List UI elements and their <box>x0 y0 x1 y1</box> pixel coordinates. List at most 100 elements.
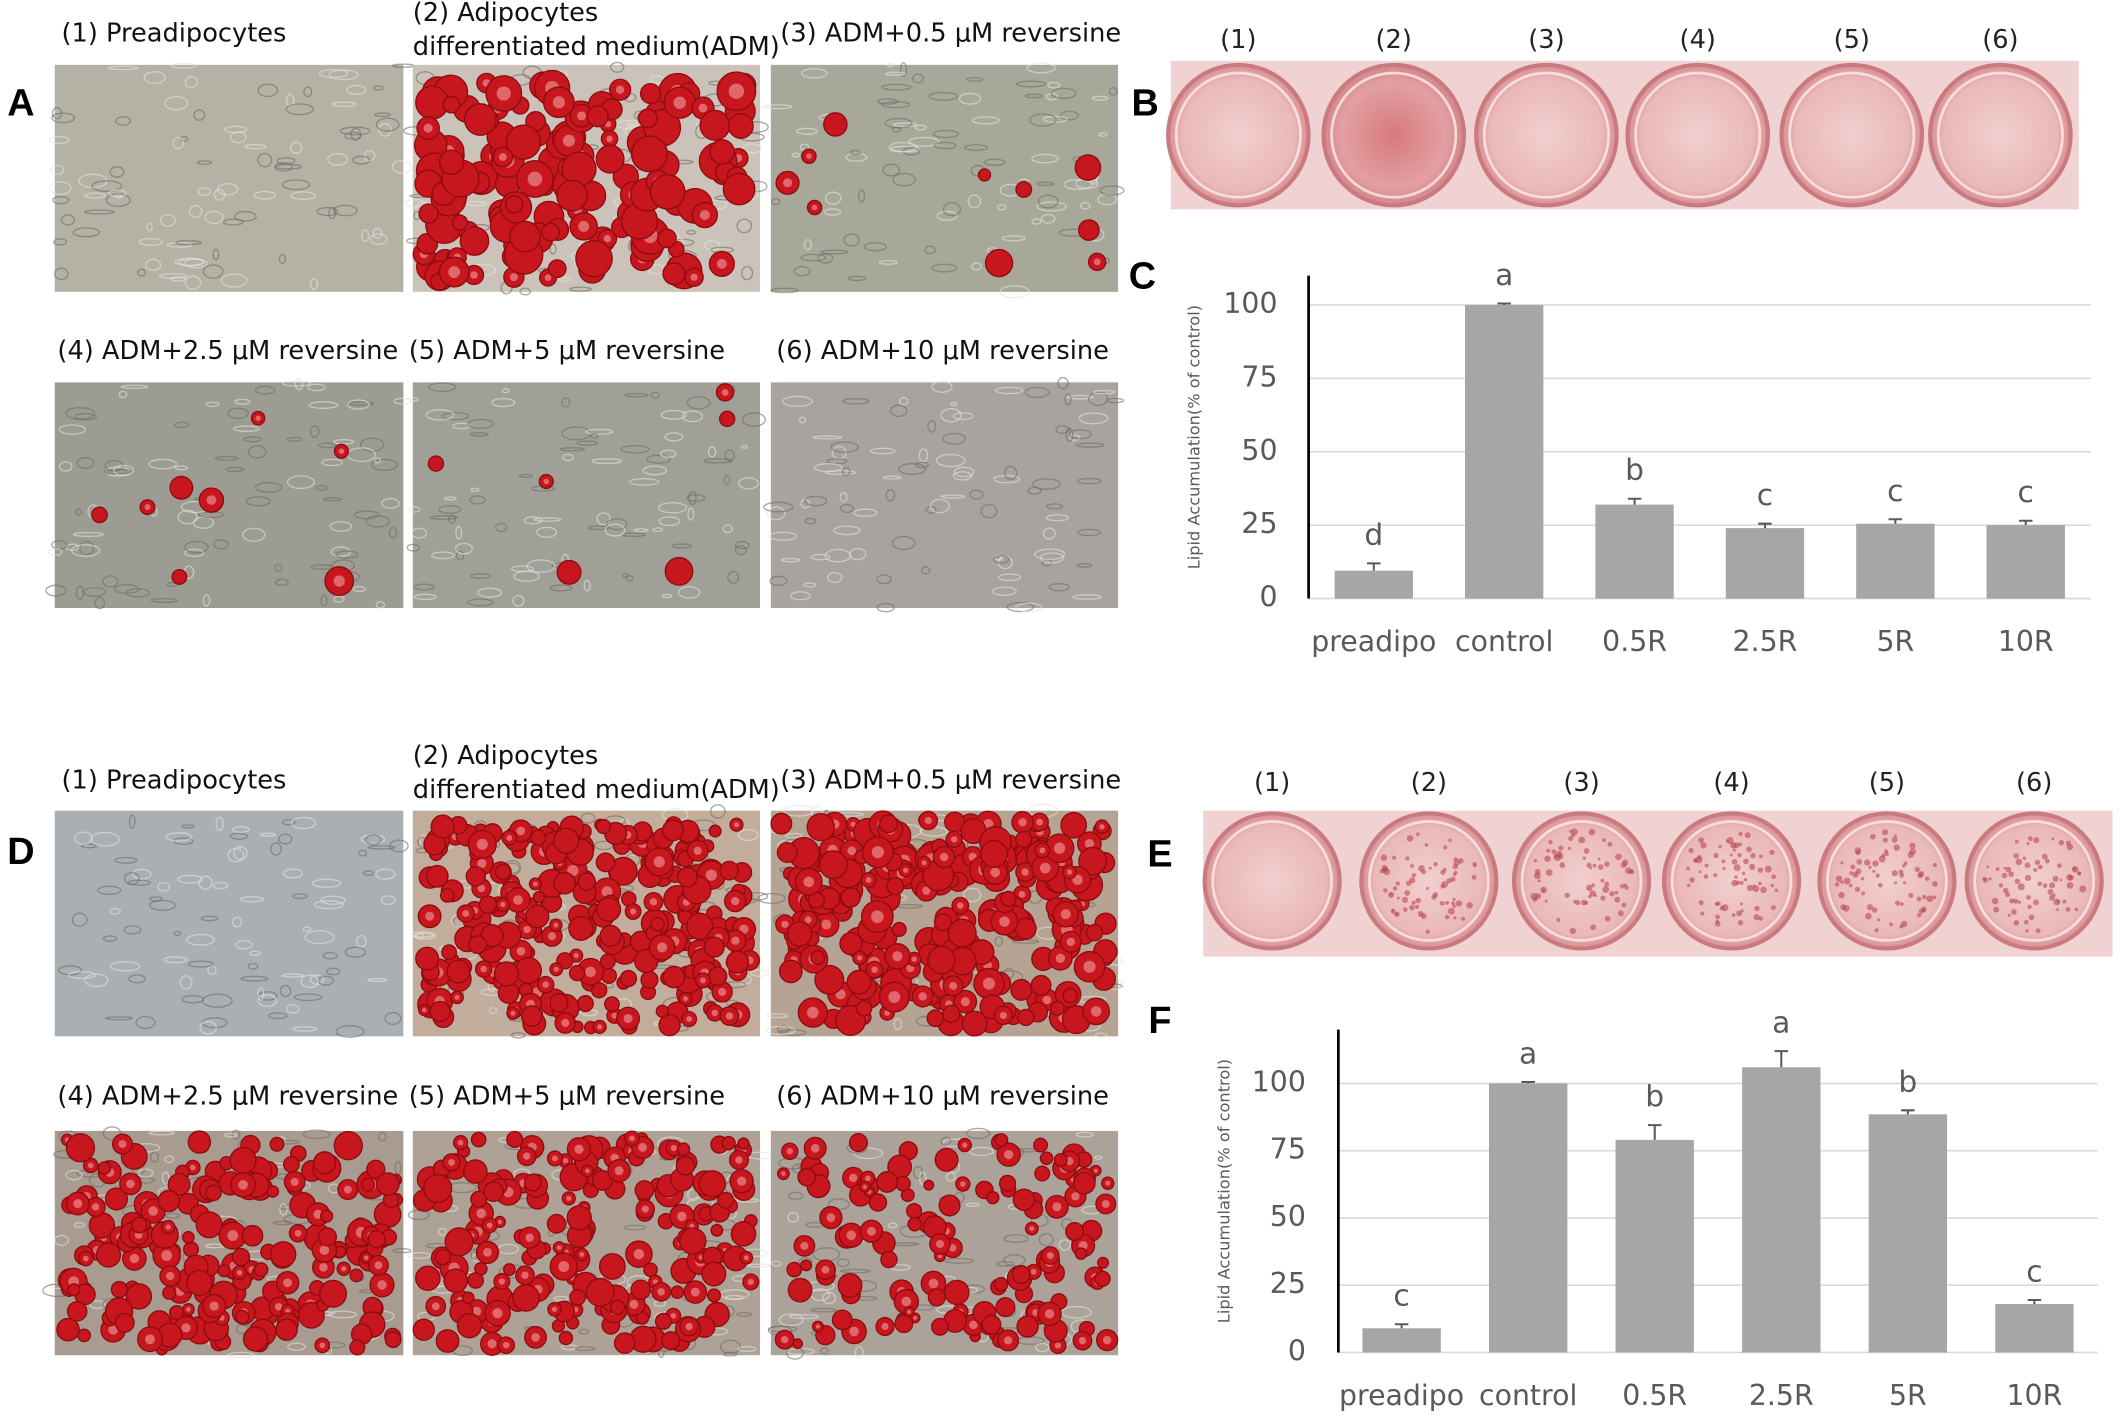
well-speck <box>1737 919 1744 926</box>
lipid-droplet <box>483 1181 504 1203</box>
cell-texture <box>318 69 349 79</box>
well-speck <box>2044 858 2050 864</box>
cell-texture <box>51 112 76 124</box>
cell-texture <box>965 1202 980 1207</box>
lipid-droplet <box>317 1227 338 1247</box>
cell-texture <box>292 1026 317 1032</box>
well <box>1166 62 1311 208</box>
cell-texture <box>146 222 153 232</box>
well-speck <box>1774 888 1779 893</box>
cell-texture <box>928 91 959 101</box>
lipid-droplet <box>509 220 541 253</box>
lipid-droplet <box>722 172 756 206</box>
cell-texture <box>375 117 400 132</box>
cell-texture <box>138 1168 154 1178</box>
well-speck <box>2033 867 2038 872</box>
x-tick-label: preadipo <box>1311 625 1436 658</box>
lipid-core <box>653 856 665 868</box>
lipid-droplet <box>657 228 677 249</box>
y-tick-label: 0 <box>1259 581 1277 614</box>
well-label: (5) <box>1834 25 1870 55</box>
well-speck <box>1417 910 1424 917</box>
lipid-droplet <box>599 924 622 947</box>
cell-texture <box>54 267 69 281</box>
cell-texture <box>843 233 860 247</box>
x-tick-label: control <box>1455 625 1553 658</box>
well-speck <box>1402 907 1408 912</box>
well-speck <box>1848 883 1853 888</box>
well-speck <box>1899 872 1905 878</box>
lipid-droplet <box>439 888 455 903</box>
lipid-core <box>969 1320 978 1330</box>
significance-letter: b <box>1625 453 1644 488</box>
lipid-droplet <box>229 1146 257 1175</box>
lipid-droplet <box>947 918 977 948</box>
error-bar <box>1497 302 1511 305</box>
lipid-droplet <box>569 1288 586 1306</box>
cell-texture <box>477 587 503 598</box>
lipid-core <box>471 1306 482 1316</box>
cell-texture <box>741 265 754 281</box>
cell-texture <box>407 1251 432 1259</box>
lipid-core <box>803 876 815 888</box>
lipid-droplet <box>1000 890 1017 907</box>
lipid-droplet <box>595 852 616 873</box>
well-speck <box>1425 929 1430 934</box>
cell-texture <box>1003 1254 1026 1267</box>
cell-texture <box>510 1031 526 1039</box>
lipid-core <box>601 886 613 898</box>
well-speck <box>1866 904 1874 911</box>
well-speck <box>1713 873 1718 878</box>
lipid-droplet <box>253 1262 269 1278</box>
cell-texture <box>793 265 811 277</box>
lipid-droplet <box>706 1288 722 1303</box>
micrographs <box>42 61 1125 1360</box>
cell-texture <box>1063 179 1093 190</box>
cell-texture <box>929 498 950 514</box>
cell-texture <box>214 456 239 461</box>
cell-texture <box>886 62 895 68</box>
well-speck <box>2024 862 2031 869</box>
lipid-droplet <box>114 1312 135 1333</box>
cell-texture <box>413 932 437 940</box>
cell-texture <box>70 544 101 557</box>
cell-texture <box>282 868 303 879</box>
well-speck <box>2065 907 2071 912</box>
cell-texture <box>983 158 1006 167</box>
lipid-core <box>786 1148 793 1155</box>
well-speck <box>1556 917 1561 922</box>
cell-texture <box>123 925 142 935</box>
well-speck <box>1533 858 1538 863</box>
well-speck <box>2013 898 2019 904</box>
lipid-core <box>1105 1180 1111 1186</box>
lipid-core <box>871 910 884 923</box>
lipid-droplet <box>169 475 194 500</box>
cell-texture <box>328 69 359 81</box>
lipid-droplet <box>676 866 698 888</box>
lipid-droplet <box>441 944 458 961</box>
cell-texture <box>1038 1233 1054 1247</box>
lipid-droplet <box>679 1227 707 1255</box>
lipid-droplet <box>818 850 848 880</box>
cell-texture <box>316 206 339 217</box>
cell-texture <box>1031 218 1042 225</box>
micrograph <box>403 61 769 296</box>
cell-texture <box>430 515 458 520</box>
error-bar <box>1758 522 1772 529</box>
lipid-droplet <box>942 1004 961 1024</box>
cell-texture <box>878 259 898 265</box>
lipid-core <box>1004 1336 1013 1345</box>
lipid-core <box>165 1224 171 1230</box>
cell-texture <box>307 383 326 392</box>
cell-texture <box>257 994 278 1008</box>
well-speck <box>2024 874 2032 881</box>
cell-texture <box>394 1160 402 1175</box>
lipid-core <box>556 1245 562 1250</box>
well-speck <box>2051 837 2055 841</box>
cell-texture <box>470 487 480 492</box>
cell-texture <box>102 935 118 942</box>
well-speck <box>1446 878 1452 884</box>
well-speck <box>2047 889 2054 896</box>
well-speck <box>1564 892 1570 898</box>
